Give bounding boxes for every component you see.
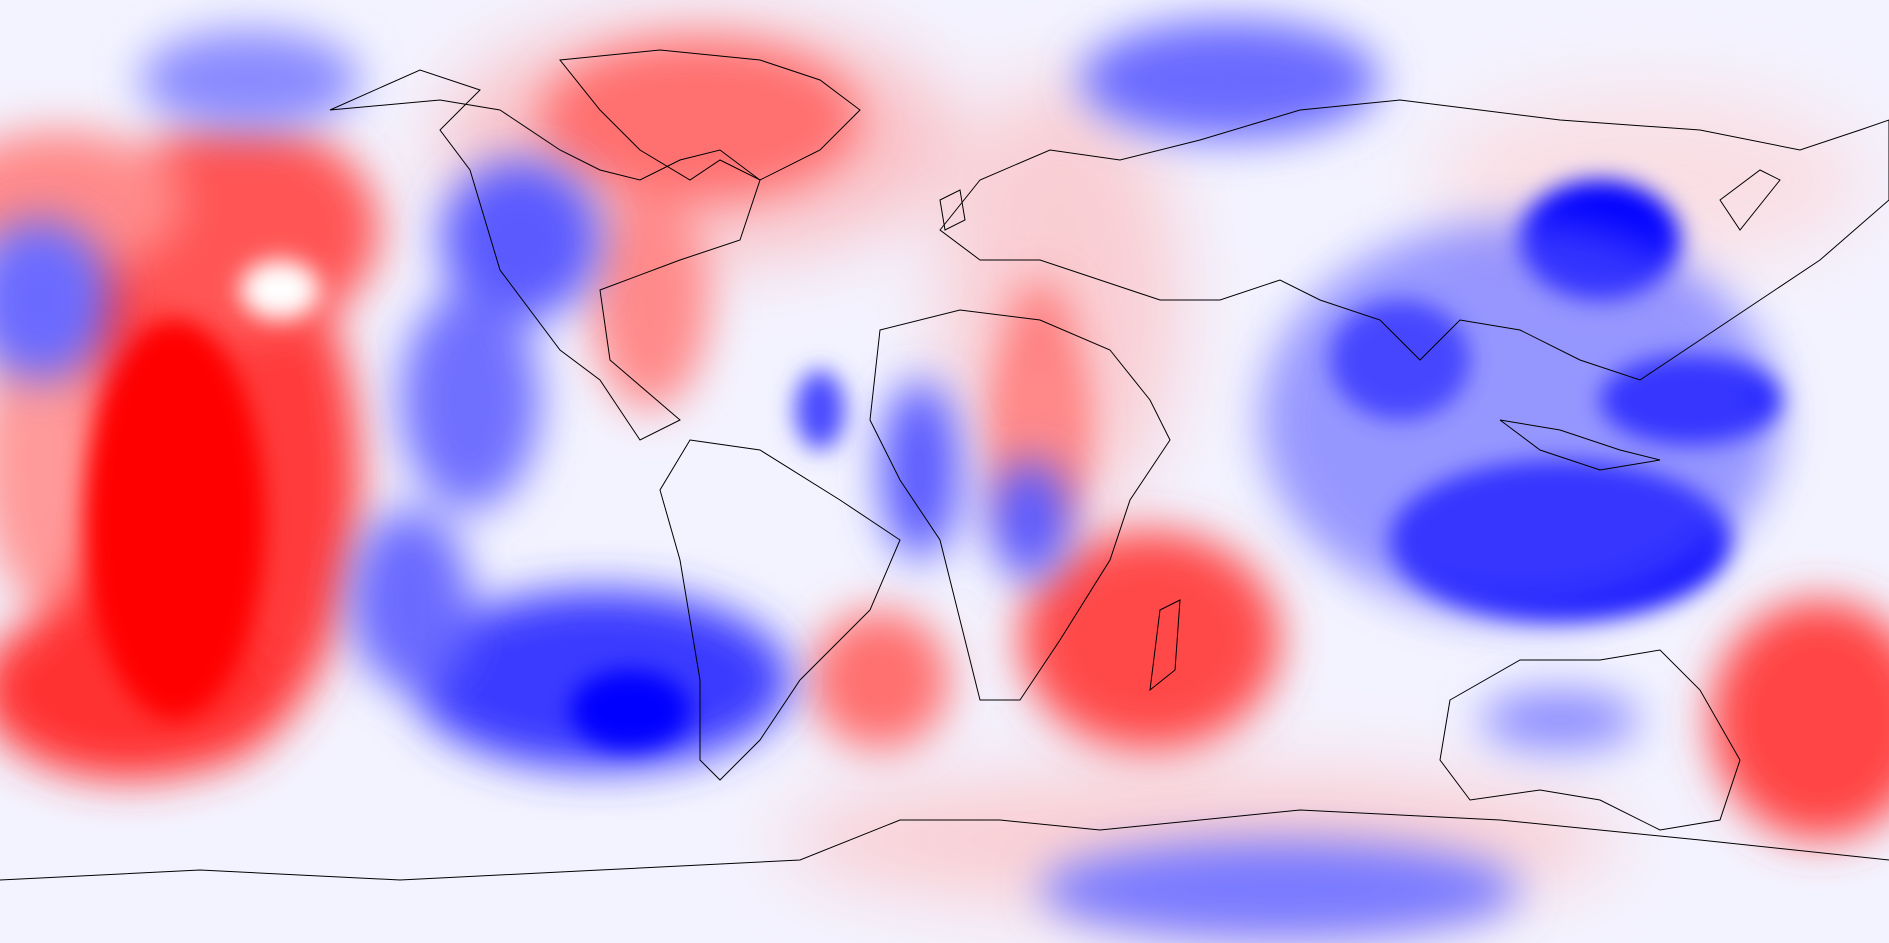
coastlines xyxy=(0,49,1889,881)
anomaly-field xyxy=(0,20,1889,940)
coastline-japan xyxy=(1719,169,1781,231)
field-blob xyxy=(1480,690,1640,750)
coastline-uk xyxy=(939,189,966,231)
siberia-negative-blob xyxy=(1080,20,1380,140)
coastline-greenland xyxy=(559,49,861,181)
coastline-south-america xyxy=(659,439,901,781)
field-blob xyxy=(140,30,360,130)
south-africa-positive-blob xyxy=(1020,530,1280,750)
field-blob xyxy=(350,510,470,690)
field-blob xyxy=(400,290,540,510)
greenland-positive-blob xyxy=(540,40,860,200)
field-blob xyxy=(795,370,845,450)
coastline-north-america xyxy=(329,69,761,441)
field-blob xyxy=(810,610,950,750)
coastline-australia xyxy=(1439,649,1741,831)
coastline-indonesia xyxy=(1499,419,1661,471)
field-blob xyxy=(85,320,265,720)
field-blob xyxy=(990,460,1070,580)
north-america-negative-blob xyxy=(440,160,600,320)
coastline-antarctica xyxy=(0,809,1889,881)
field-blob xyxy=(1260,220,1780,620)
field-blob xyxy=(590,190,710,410)
tasman-positive-blob xyxy=(1710,600,1889,840)
field-blob xyxy=(0,320,100,600)
field-blob xyxy=(0,220,110,380)
field-blob xyxy=(240,260,320,320)
field-blob xyxy=(880,380,960,560)
coastline-africa xyxy=(869,309,1171,701)
coastline-europe-asia xyxy=(939,99,1889,381)
field-blob xyxy=(570,670,690,750)
antarctic-negative-blob xyxy=(1040,840,1520,940)
coastline-madagascar xyxy=(1149,599,1181,692)
